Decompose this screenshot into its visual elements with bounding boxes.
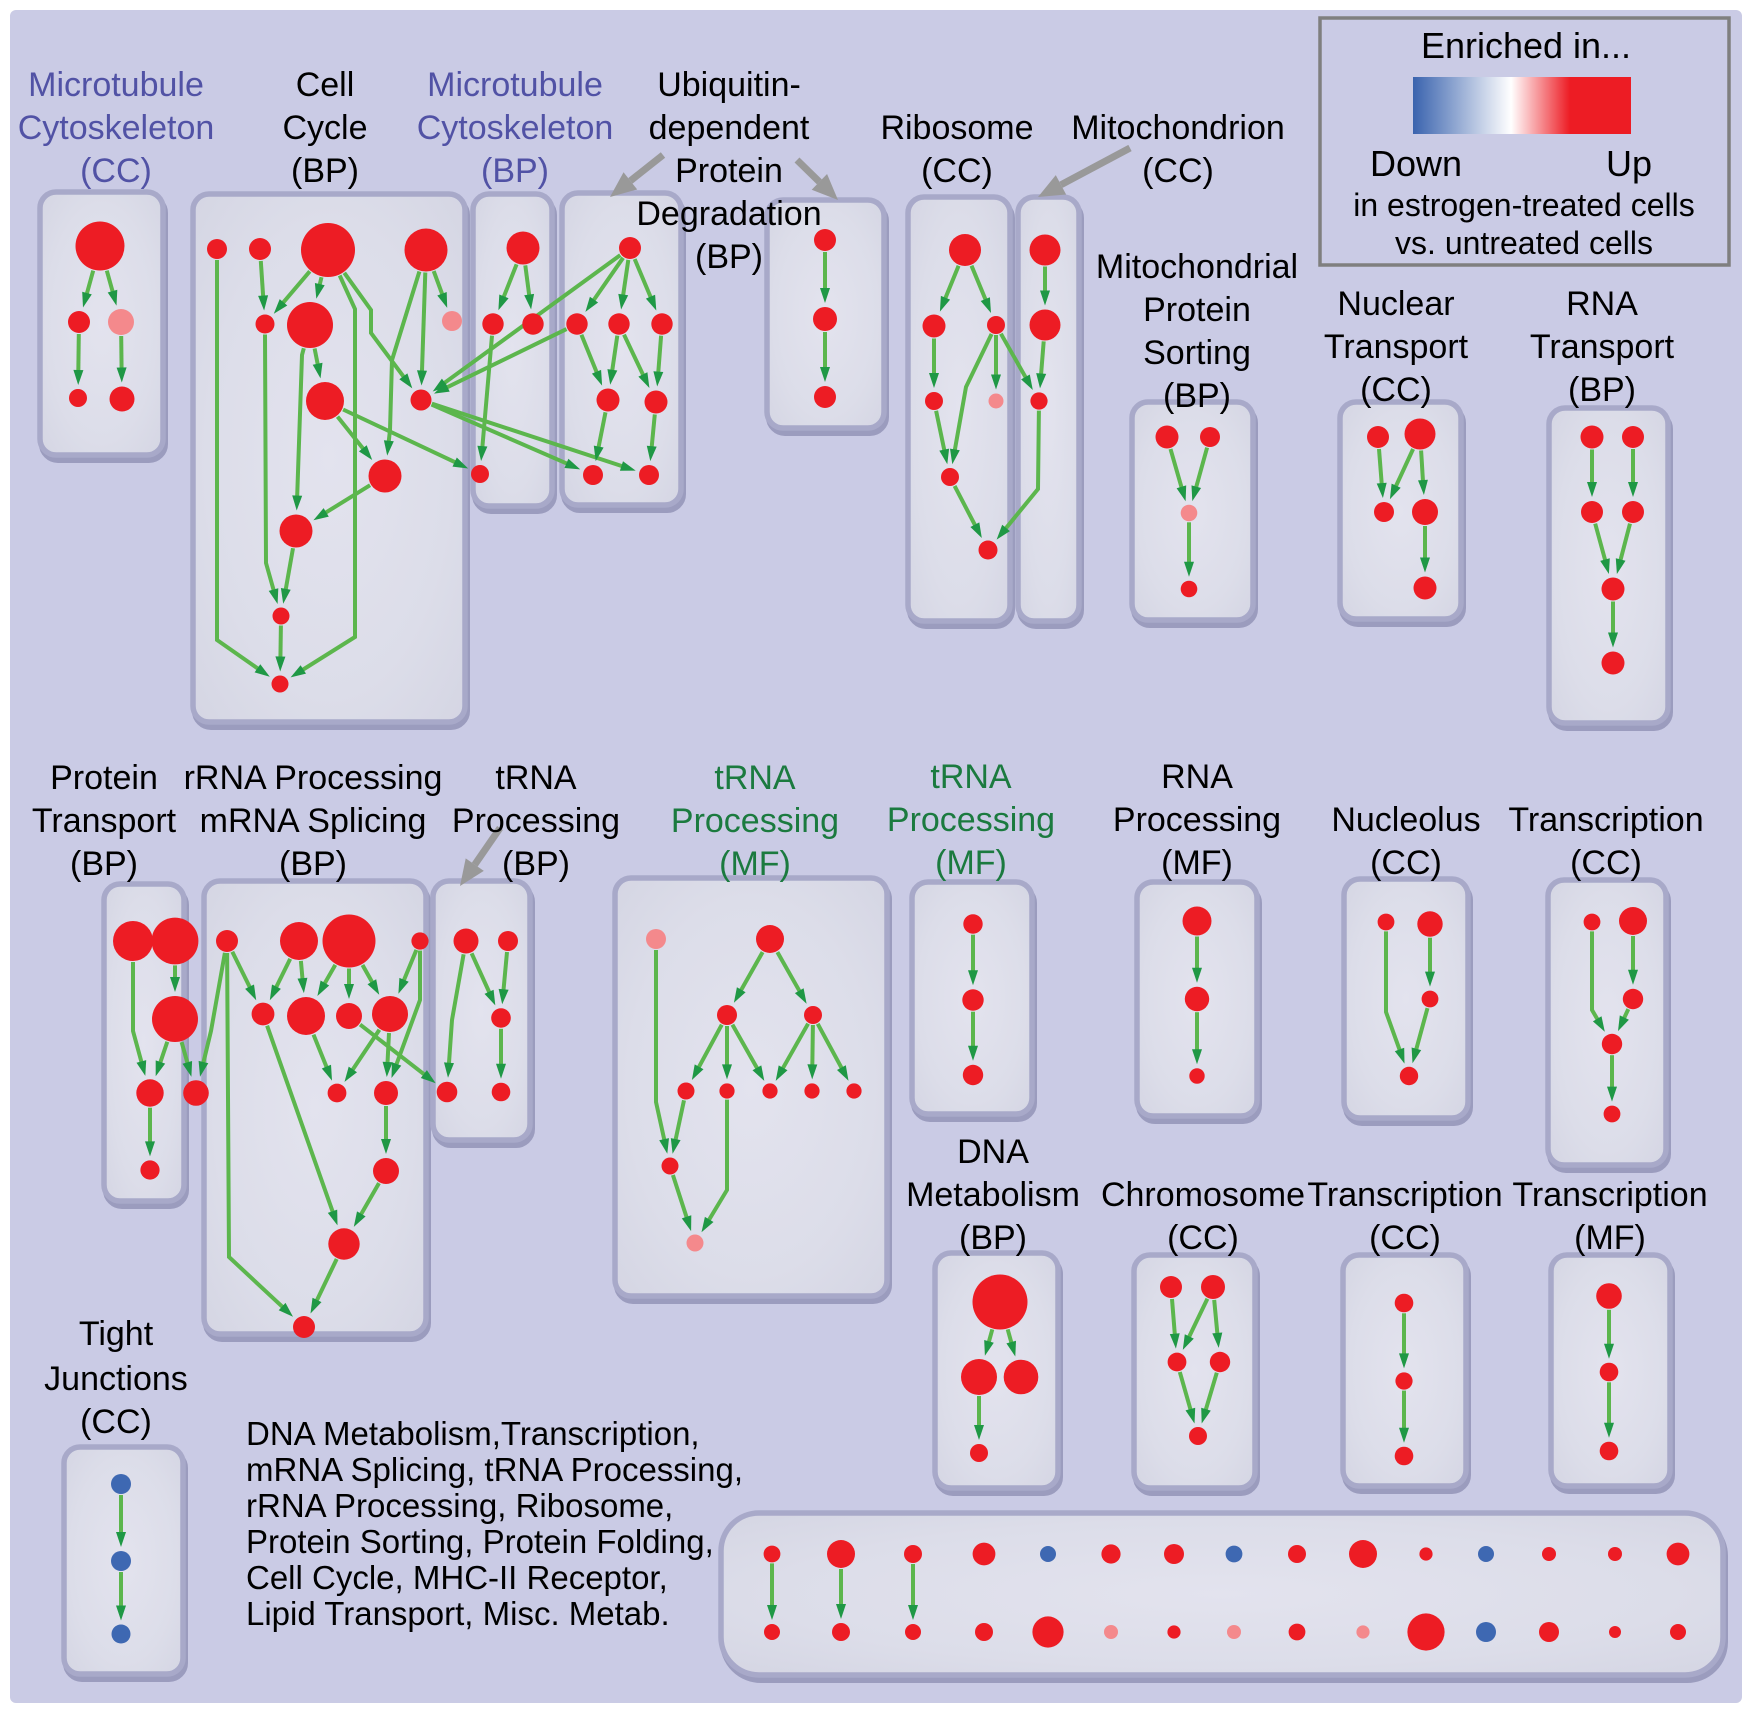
svg-text:rRNA Processing, Ribosome,: rRNA Processing, Ribosome, <box>246 1487 673 1524</box>
svg-text:Transport: Transport <box>1530 328 1675 366</box>
svg-text:Ubiquitin-: Ubiquitin- <box>657 66 801 104</box>
svg-text:Chromosome: Chromosome <box>1101 1176 1305 1214</box>
svg-text:(BP): (BP) <box>1163 377 1231 415</box>
svg-text:Processing: Processing <box>887 801 1055 839</box>
svg-text:(BP): (BP) <box>502 845 570 883</box>
svg-text:Up: Up <box>1606 143 1652 184</box>
svg-text:Degradation: Degradation <box>636 195 821 233</box>
svg-text:Cell Cycle, MHC-II Receptor,: Cell Cycle, MHC-II Receptor, <box>246 1559 668 1596</box>
svg-text:(CC): (CC) <box>921 152 993 190</box>
svg-text:vs. untreated cells: vs. untreated cells <box>1395 225 1653 261</box>
svg-text:Microtubule: Microtubule <box>427 66 603 104</box>
svg-text:mRNA Splicing, tRNA Processing: mRNA Splicing, tRNA Processing, <box>246 1451 743 1488</box>
svg-text:(CC): (CC) <box>1570 844 1642 882</box>
svg-text:Processing: Processing <box>452 802 620 840</box>
svg-text:(BP): (BP) <box>279 845 347 883</box>
svg-text:tRNA: tRNA <box>495 759 577 797</box>
svg-text:(BP): (BP) <box>695 238 763 276</box>
svg-text:(CC): (CC) <box>1167 1219 1239 1257</box>
svg-text:DNA Metabolism,Transcription,: DNA Metabolism,Transcription, <box>246 1415 700 1452</box>
svg-text:Cell: Cell <box>296 66 355 104</box>
svg-text:Junctions: Junctions <box>44 1360 188 1398</box>
svg-text:Mitochondrial: Mitochondrial <box>1096 248 1298 286</box>
svg-text:mRNA Splicing: mRNA Splicing <box>200 802 427 840</box>
svg-text:(MF): (MF) <box>1574 1219 1646 1257</box>
svg-text:Transport: Transport <box>1324 328 1469 366</box>
svg-text:Metabolism: Metabolism <box>906 1176 1080 1214</box>
svg-text:RNA: RNA <box>1566 285 1638 323</box>
svg-text:tRNA: tRNA <box>930 758 1012 796</box>
svg-text:Transcription: Transcription <box>1512 1176 1707 1214</box>
svg-text:(BP): (BP) <box>959 1219 1027 1257</box>
svg-text:Nucleolus: Nucleolus <box>1331 801 1480 839</box>
svg-text:Lipid Transport, Misc. Metab.: Lipid Transport, Misc. Metab. <box>246 1595 670 1632</box>
svg-text:tRNA: tRNA <box>714 759 796 797</box>
svg-text:Processing: Processing <box>1113 801 1281 839</box>
svg-text:Protein: Protein <box>1143 291 1251 329</box>
svg-text:(CC): (CC) <box>1370 844 1442 882</box>
svg-text:DNA: DNA <box>957 1133 1029 1171</box>
svg-text:Sorting: Sorting <box>1143 334 1251 372</box>
svg-text:Transcription: Transcription <box>1307 1176 1502 1214</box>
svg-text:Protein Sorting, Protein Foldi: Protein Sorting, Protein Folding, <box>246 1523 714 1560</box>
svg-text:Protein: Protein <box>675 152 783 190</box>
svg-text:(CC): (CC) <box>1369 1219 1441 1257</box>
svg-text:Down: Down <box>1370 143 1462 184</box>
svg-text:in estrogen-treated cells: in estrogen-treated cells <box>1353 187 1695 223</box>
svg-text:rRNA Processing: rRNA Processing <box>184 759 443 797</box>
svg-text:Transport: Transport <box>32 802 177 840</box>
svg-text:Ribosome: Ribosome <box>880 109 1033 147</box>
svg-text:(CC): (CC) <box>1360 371 1432 409</box>
svg-text:Enriched in...: Enriched in... <box>1421 25 1631 66</box>
svg-text:RNA: RNA <box>1161 758 1233 796</box>
svg-text:(BP): (BP) <box>291 152 359 190</box>
svg-text:Mitochondrion: Mitochondrion <box>1071 109 1285 147</box>
svg-text:(MF): (MF) <box>935 844 1007 882</box>
svg-text:Tight: Tight <box>79 1315 154 1353</box>
svg-text:Protein: Protein <box>50 759 158 797</box>
svg-text:(BP): (BP) <box>481 152 549 190</box>
svg-text:(BP): (BP) <box>1568 371 1636 409</box>
svg-text:(CC): (CC) <box>1142 152 1214 190</box>
svg-text:Cytoskeleton: Cytoskeleton <box>417 109 614 147</box>
svg-text:Cytoskeleton: Cytoskeleton <box>18 109 215 147</box>
svg-text:Transcription: Transcription <box>1508 801 1703 839</box>
svg-text:Nuclear: Nuclear <box>1337 285 1454 323</box>
svg-text:Cycle: Cycle <box>282 109 367 147</box>
svg-text:(CC): (CC) <box>80 1403 152 1441</box>
svg-text:(MF): (MF) <box>1161 844 1233 882</box>
svg-text:(MF): (MF) <box>719 845 791 883</box>
svg-text:Processing: Processing <box>671 802 839 840</box>
svg-text:Microtubule: Microtubule <box>28 66 204 104</box>
svg-text:(BP): (BP) <box>70 845 138 883</box>
svg-text:(CC): (CC) <box>80 152 152 190</box>
svg-text:dependent: dependent <box>649 109 810 147</box>
